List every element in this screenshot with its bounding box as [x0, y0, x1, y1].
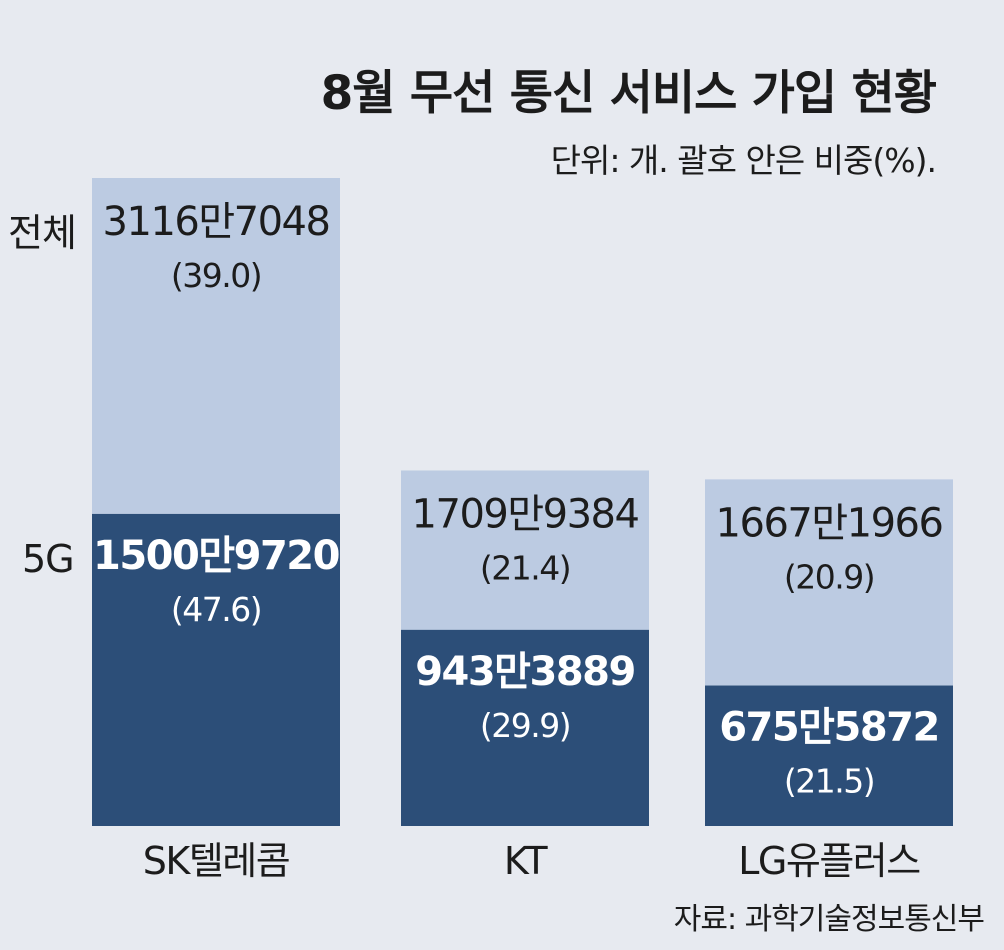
category-label-1: KT: [504, 839, 548, 883]
bar-5g-1: [401, 629, 649, 826]
chart-title: 8월 무선 통신 서비스 가입 현황: [320, 66, 937, 121]
unit-note: 단위: 개. 괄호 안은 비중(%).: [550, 141, 937, 180]
share-label-5g-1: (29.9): [480, 706, 570, 745]
category-label-0: SK텔레콤: [143, 839, 289, 883]
data-label-total-1: 1709만9384: [412, 491, 639, 537]
row-label-total: 전체: [8, 211, 77, 255]
source-note: 자료: 과학기술정보통신부: [673, 902, 985, 937]
share-label-total-1: (21.4): [480, 548, 570, 587]
data-label-total-0: 3116만7048: [103, 199, 330, 245]
data-label-5g-1: 943만3889: [415, 649, 635, 695]
bar-5g-0: [92, 513, 340, 826]
category-label-2: LG유플러스: [738, 839, 920, 883]
data-label-5g-2: 675만5872: [719, 705, 939, 751]
data-label-5g-0: 1500만9720: [93, 533, 339, 579]
share-label-total-0: (39.0): [171, 256, 261, 295]
bar-5g-2: [705, 685, 953, 826]
data-label-total-2: 1667만1966: [716, 500, 943, 546]
share-label-total-2: (20.9): [784, 557, 874, 596]
share-label-5g-2: (21.5): [784, 762, 874, 801]
share-label-5g-0: (47.6): [171, 590, 261, 629]
row-label-5g: 5G: [22, 537, 75, 581]
